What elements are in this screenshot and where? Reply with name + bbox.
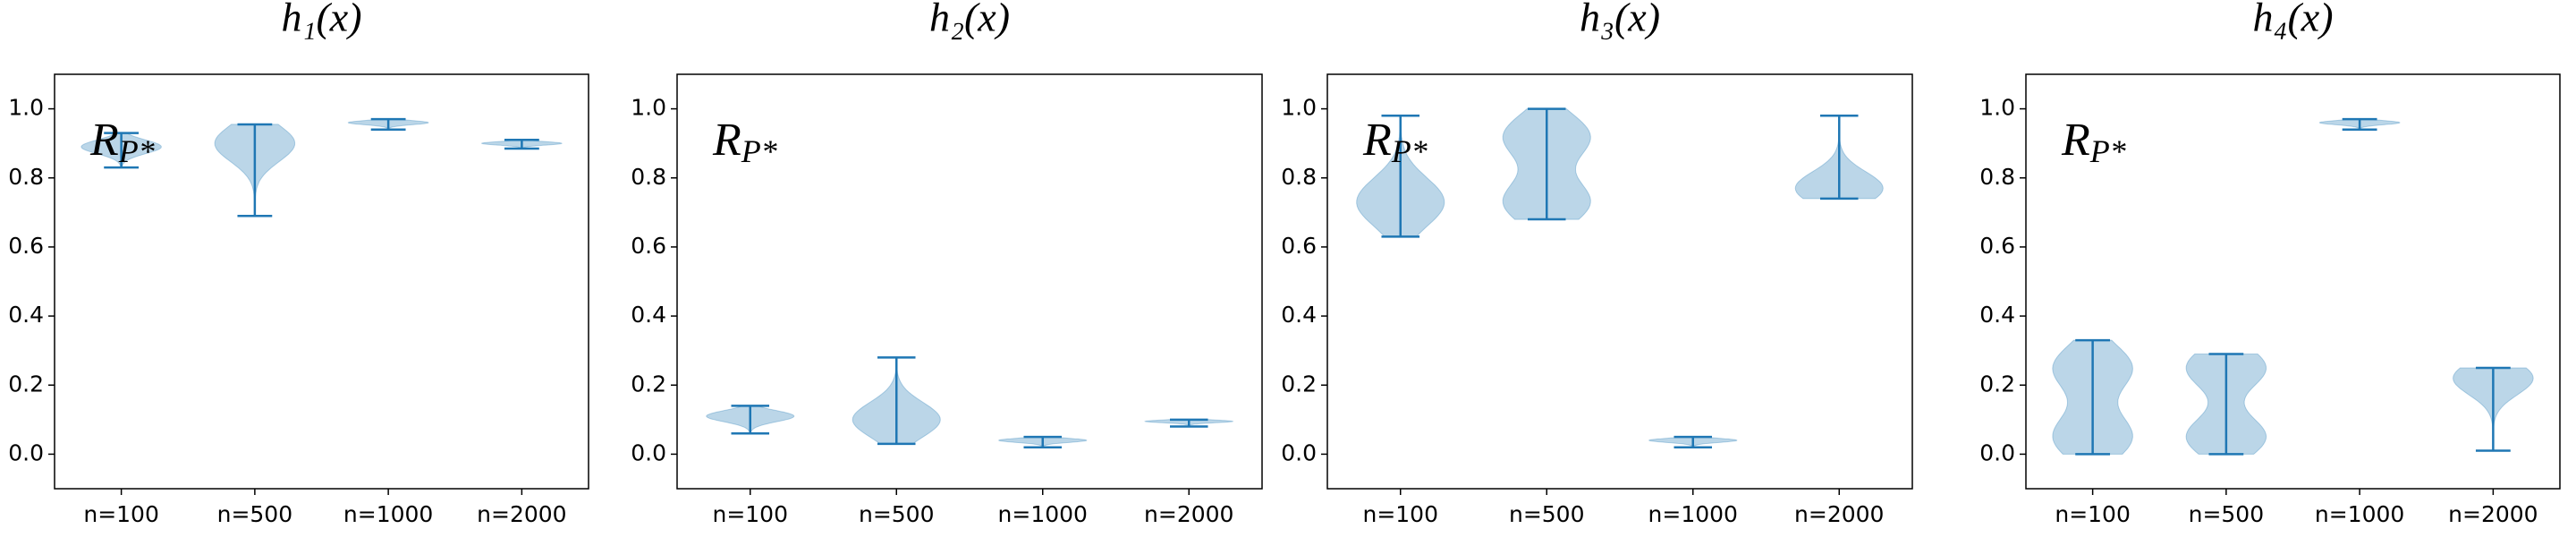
panel: h₄(x) 0.0 0.2 0.4 0.6 0.8 1.0 n=100 n=500 n=1000 n… [1979,0,2561,527]
x-tick-label: n=500 [859,501,935,527]
plot-frame [54,73,589,490]
y-tick-label: 0.4 [8,302,44,328]
y-tick-label: 0.6 [1281,233,1317,259]
x-tick-label: n=2000 [1144,501,1233,527]
y-tick-label: 0.0 [8,439,44,465]
x-tick-label: n=1000 [998,501,1088,527]
y-tick-label: 0.0 [631,439,666,465]
panel-title: h₃(x) [1580,0,1660,40]
y-tick-label: 1.0 [631,95,666,121]
annotation: RP* [2061,115,2126,169]
x-tick-label: n=500 [2189,501,2265,527]
plot-frame [2025,73,2561,490]
annotation-subscript: P* [118,133,155,169]
y-tick-label: 0.6 [8,233,44,259]
panel-title: h₁(x) [281,0,361,40]
y-tick-label: 0.6 [631,233,666,259]
y-tick-label: 0.2 [1979,371,2015,397]
y-tick-label: 0.4 [1281,302,1317,328]
annotation: RP* [1362,115,1428,169]
panel: h₂(x) 0.0 0.2 0.4 0.6 0.8 1.0 n=100 n=500 n=1000 n… [631,0,1263,527]
x-tick-label: n=2000 [477,501,566,527]
plot-frame [1326,73,1913,490]
y-tick-label: 0.8 [1979,164,2015,190]
y-tick-label: 0.2 [631,371,666,397]
y-tick-label: 0.8 [8,164,44,190]
y-tick-label: 1.0 [1281,95,1317,121]
y-tick-label: 0.0 [1281,439,1317,465]
y-tick-label: 0.0 [1979,439,2015,465]
y-tick-label: 0.2 [8,371,44,397]
y-tick-label: 0.4 [1979,302,2015,328]
y-tick-label: 0.6 [1979,233,2015,259]
panel: h₁(x) 0.0 0.2 0.4 0.6 0.8 1.0 n=100 n=500 n=1000 n… [8,0,589,527]
annotation: RP* [712,115,777,169]
y-tick-label: 0.8 [631,164,666,190]
x-tick-label: n=500 [1509,501,1585,527]
annotation-subscript: P* [1391,133,1428,169]
x-tick-label: n=2000 [2448,501,2538,527]
annotation-subscript: P* [741,133,777,169]
y-tick-label: 0.8 [1281,164,1317,190]
y-tick-label: 1.0 [1979,95,2015,121]
x-tick-label: n=1000 [343,501,433,527]
x-tick-label: n=1000 [2315,501,2404,527]
panel-title: h₂(x) [929,0,1010,40]
x-tick-label: n=500 [217,501,293,527]
x-tick-label: n=100 [2055,501,2131,527]
x-tick-label: n=2000 [1794,501,1884,527]
y-tick-label: 0.4 [631,302,666,328]
annotation: RP* [89,115,155,169]
x-tick-label: n=100 [1362,501,1438,527]
annotation-text: R [712,115,741,166]
annotation-text: R [2061,115,2090,166]
annotation-text: R [89,115,119,166]
y-tick-label: 1.0 [8,95,44,121]
x-tick-label: n=100 [83,501,159,527]
y-tick-label: 0.2 [1281,371,1317,397]
x-tick-label: n=100 [712,501,788,527]
plot-frame [676,73,1263,490]
x-tick-label: n=1000 [1648,501,1738,527]
annotation-subscript: P* [2089,133,2126,169]
panel-title: h₄(x) [2252,0,2333,40]
annotation-text: R [1362,115,1392,166]
panel: h₃(x) 0.0 0.2 0.4 0.6 0.8 1.0 n=100 n=500 n=1000 n… [1281,0,1913,527]
